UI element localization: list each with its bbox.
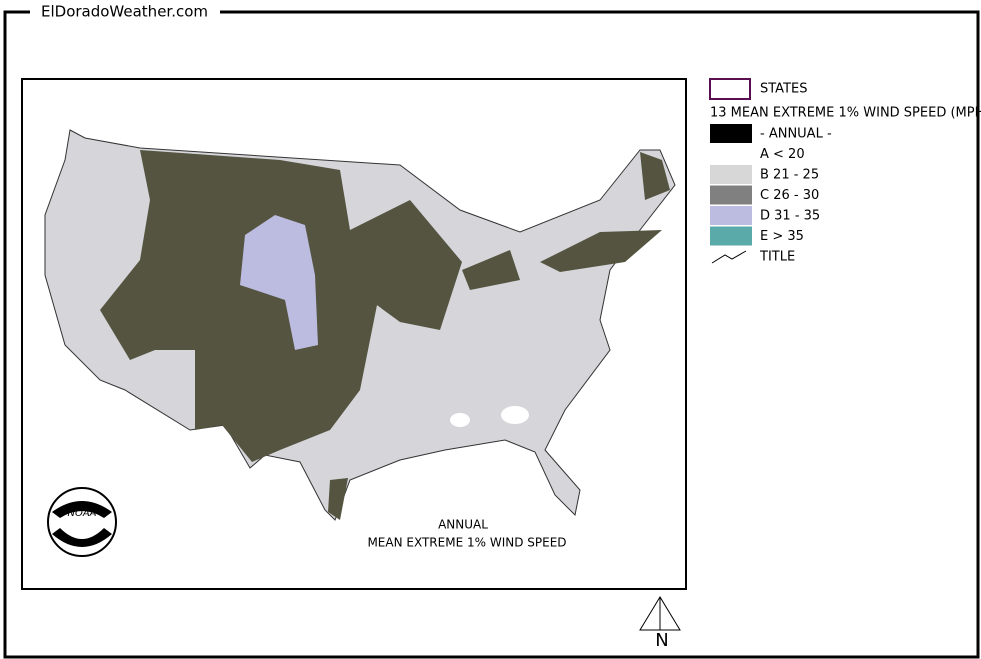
legend-label: TITLE — [759, 250, 795, 265]
logo-wing — [52, 501, 112, 518]
legend-label: C 26 - 30 — [760, 188, 819, 203]
us-map — [44, 129, 676, 521]
legend-swatch — [710, 165, 752, 184]
legend-swatch — [710, 226, 752, 246]
title-backdrop — [30, 2, 220, 22]
title-icon — [711, 250, 747, 264]
low-zone — [450, 413, 470, 427]
compass-label: N — [655, 630, 668, 651]
legend-swatch — [710, 144, 752, 164]
wind-zone-plains — [240, 215, 318, 350]
legend-subtitle: 13 MEAN EXTREME 1% WIND SPEED (MPH) — [710, 106, 981, 121]
wind-zone-rockies — [100, 150, 380, 462]
states-swatch — [709, 78, 751, 100]
legend-label: D 31 - 35 — [760, 209, 820, 224]
map-caption: MEAN EXTREME 1% WIND SPEED — [367, 536, 566, 550]
legend-label: B 21 - 25 — [760, 168, 819, 183]
noaa-logo: NOAA — [47, 487, 117, 557]
legend-swatch — [710, 185, 752, 205]
legend-label: STATES — [760, 82, 807, 97]
wind-zone-maine — [640, 152, 670, 200]
map-caption: ANNUAL — [438, 518, 488, 532]
low-zone — [501, 406, 529, 424]
legend: STATES 13 MEAN EXTREME 1% WIND SPEED (MP… — [709, 78, 981, 265]
logo-wing — [52, 528, 112, 547]
legend-swatch — [710, 124, 752, 143]
legend-swatch — [710, 206, 752, 225]
wind-zone-midwest — [350, 200, 462, 330]
wind-zone-lakes — [462, 250, 520, 290]
outer-frame — [3, 10, 980, 659]
north-arrow: N — [639, 596, 681, 651]
wind-zone-texas-coast — [328, 478, 348, 520]
wind-zone-northeast — [540, 230, 662, 272]
legend-label: E > 35 — [760, 229, 804, 244]
legend-label: - ANNUAL - — [760, 127, 832, 142]
site-title: ElDoradoWeather.com — [41, 3, 208, 21]
legend-label: A < 20 — [760, 147, 805, 162]
logo-text: NOAA — [67, 508, 96, 519]
